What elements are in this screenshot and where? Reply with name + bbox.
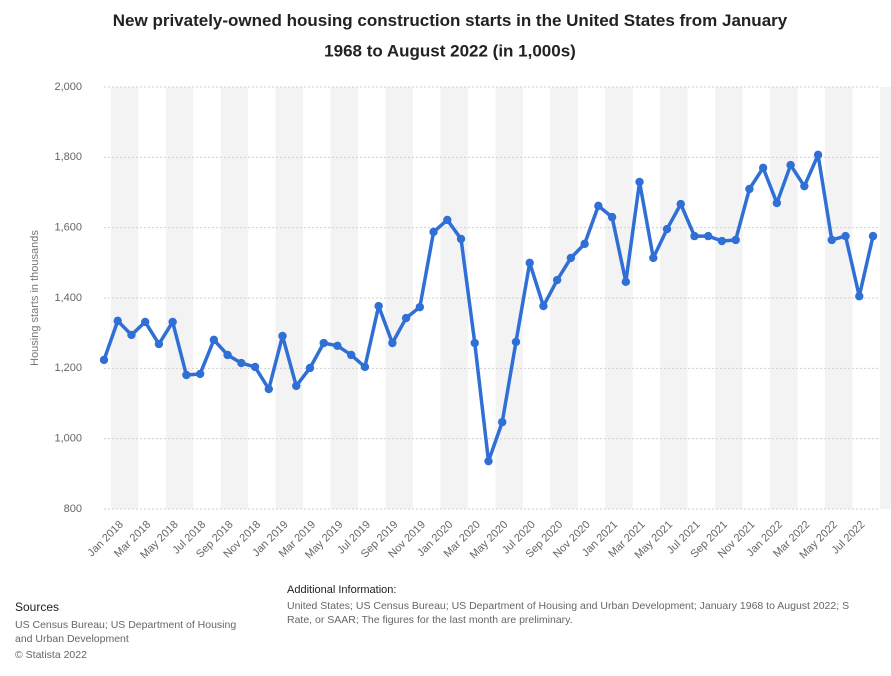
point bbox=[594, 201, 603, 211]
point bbox=[511, 337, 521, 347]
point bbox=[649, 253, 658, 263]
point bbox=[704, 231, 713, 241]
title-text: New privately-owned housing construction… bbox=[113, 11, 788, 30]
point bbox=[621, 277, 631, 287]
grid-band bbox=[879, 87, 891, 509]
point bbox=[580, 239, 589, 249]
point bbox=[470, 338, 479, 348]
point bbox=[855, 292, 864, 301]
point bbox=[99, 355, 109, 365]
point bbox=[223, 350, 232, 360]
chart-title: New privately-owned housing construction… bbox=[113, 11, 788, 30]
point bbox=[250, 362, 260, 372]
sources: US Census Bureau; US Department of Housi… bbox=[15, 619, 236, 631]
y-tick-label: 1,800 bbox=[54, 151, 82, 163]
point bbox=[113, 316, 122, 326]
point bbox=[539, 301, 548, 311]
point bbox=[800, 181, 809, 191]
point bbox=[237, 358, 246, 368]
point bbox=[731, 235, 740, 245]
y-tick-label: 1,600 bbox=[54, 222, 82, 234]
line bbox=[102, 153, 875, 463]
point bbox=[140, 317, 150, 327]
point bbox=[127, 330, 136, 340]
point bbox=[209, 335, 219, 345]
point bbox=[333, 341, 342, 351]
point bbox=[566, 253, 576, 263]
point bbox=[292, 381, 301, 391]
point bbox=[525, 258, 534, 268]
info-title: Additional Information: bbox=[287, 584, 396, 596]
y-tick-label: 1,000 bbox=[54, 433, 82, 445]
point bbox=[607, 212, 617, 222]
point bbox=[401, 313, 411, 323]
point bbox=[360, 362, 370, 372]
y-axis-label: Housing starts in thousands bbox=[29, 230, 41, 366]
point bbox=[415, 302, 425, 312]
point bbox=[374, 301, 383, 311]
y-tick-label: 1,200 bbox=[54, 362, 82, 374]
point bbox=[264, 384, 273, 394]
point bbox=[388, 338, 397, 348]
point bbox=[346, 350, 356, 360]
point bbox=[484, 456, 493, 466]
sources: and Urban Development bbox=[15, 633, 129, 645]
y-tick-label: 2,000 bbox=[54, 81, 82, 93]
info: United States; US Census Bureau; US Depa… bbox=[287, 600, 849, 612]
point bbox=[182, 370, 191, 380]
point bbox=[841, 231, 850, 241]
point bbox=[786, 160, 795, 170]
point bbox=[758, 163, 768, 173]
point bbox=[498, 417, 507, 427]
point bbox=[868, 231, 878, 241]
point bbox=[319, 338, 328, 348]
point bbox=[154, 339, 164, 349]
point bbox=[813, 150, 823, 160]
point bbox=[168, 317, 177, 327]
point bbox=[195, 369, 205, 379]
info: Rate, or SAAR; The figures for the last … bbox=[287, 614, 573, 626]
point bbox=[690, 231, 699, 241]
point bbox=[278, 331, 287, 341]
point bbox=[429, 227, 438, 237]
chart-title: 1968 to August 2022 (in 1,000s) bbox=[324, 41, 576, 60]
point bbox=[443, 215, 452, 225]
point bbox=[456, 234, 466, 244]
point bbox=[662, 224, 672, 234]
point bbox=[827, 235, 837, 245]
y-tick-label: 800 bbox=[64, 503, 82, 515]
point bbox=[745, 184, 754, 194]
point bbox=[635, 177, 644, 187]
copyright: © Statista 2022 bbox=[15, 649, 87, 661]
point bbox=[676, 199, 685, 209]
point bbox=[717, 236, 727, 246]
y-tick-label: 1,400 bbox=[54, 292, 82, 304]
point bbox=[305, 363, 315, 373]
point bbox=[772, 198, 782, 208]
point bbox=[552, 275, 562, 285]
sources-title: Sources bbox=[15, 600, 59, 614]
